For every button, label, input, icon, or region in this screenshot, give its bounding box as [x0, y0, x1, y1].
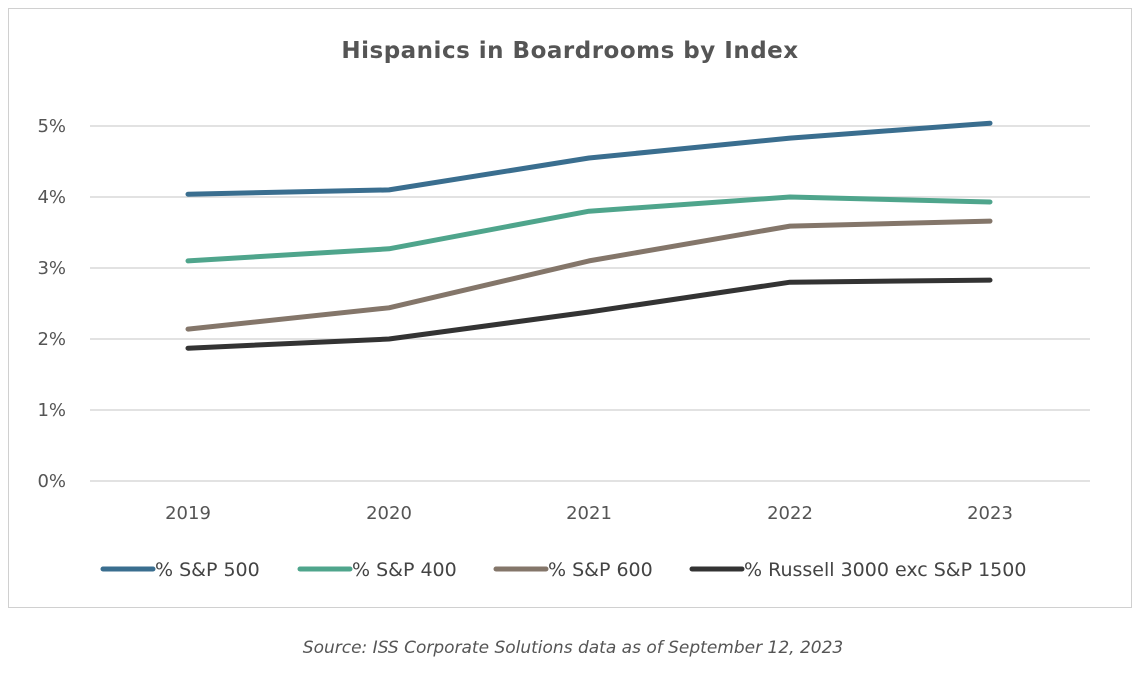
legend-label: % S&P 600 [548, 559, 653, 581]
x-tick-label: 2019 [165, 503, 211, 524]
y-tick-label: 5% [37, 116, 66, 137]
series-lines [185, 120, 993, 351]
series-line-1 [185, 120, 993, 197]
x-tick-label: 2023 [967, 503, 1013, 524]
legend-label: % S&P 500 [155, 559, 260, 581]
series-line-3 [185, 218, 993, 332]
y-tick-label: 0% [37, 471, 66, 492]
x-axis: 2019 2020 2021 2022 2023 [165, 503, 1013, 524]
chart-frame [8, 8, 1132, 608]
line-chart: Hispanics in Boardrooms by Index 0% 1% 2% 3… [37, 38, 1090, 581]
y-tick-label: 1% [37, 400, 66, 421]
legend: % S&P 500 % S&P 400 % S&P 600 % Russell 300… [100, 559, 1026, 581]
grid [90, 125, 1090, 482]
source-note: Source: ISS Corporate Solutions data as … [302, 638, 844, 658]
legend-label: % S&P 400 [352, 559, 457, 581]
y-tick-label: 4% [37, 187, 66, 208]
legend-label: % Russell 3000 exc S&P 1500 [744, 559, 1026, 581]
y-tick-label: 2% [37, 329, 66, 350]
series-line-4 [185, 277, 993, 351]
x-tick-label: 2022 [767, 503, 813, 524]
x-tick-label: 2021 [566, 503, 612, 524]
x-tick-label: 2020 [366, 503, 412, 524]
series-line-2 [185, 194, 993, 264]
chart-title: Hispanics in Boardrooms by Index [341, 38, 798, 64]
y-axis: 0% 1% 2% 3% 4% 5% [37, 116, 66, 492]
y-tick-label: 3% [37, 258, 66, 279]
